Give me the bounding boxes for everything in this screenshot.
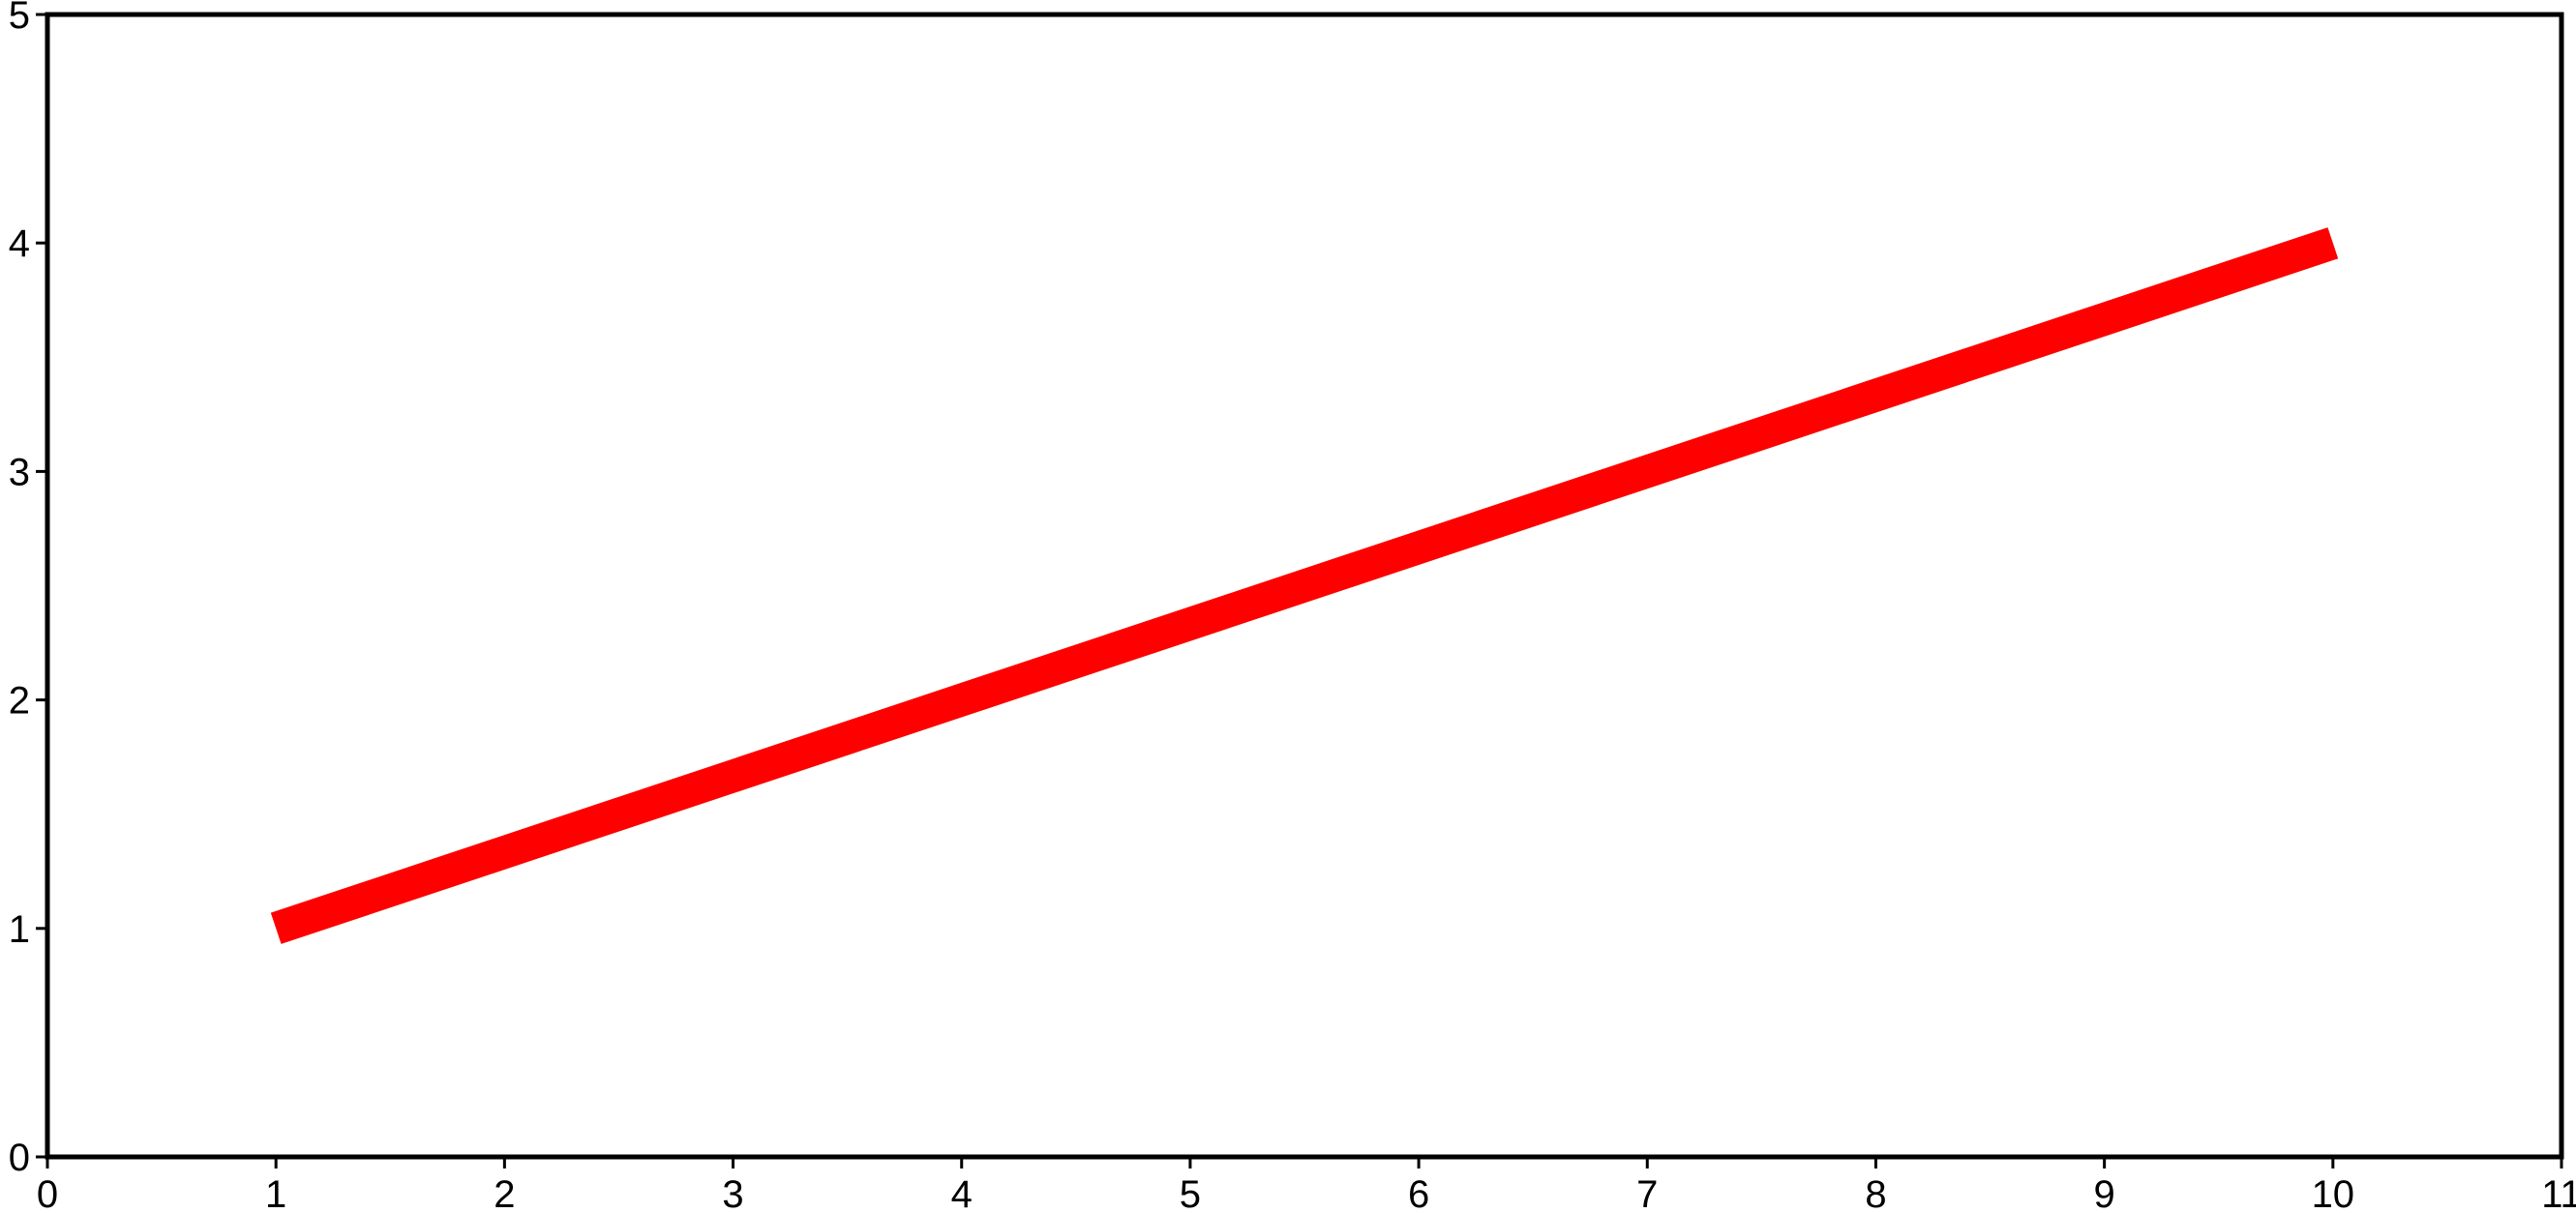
x-tick-label: 6: [1408, 1173, 1429, 1213]
x-tick-label: 1: [265, 1173, 286, 1213]
x-tick-label: 5: [1180, 1173, 1201, 1213]
series-layer: [270, 227, 2339, 944]
x-tick-label: 4: [951, 1173, 973, 1213]
y-tick-label: 2: [9, 680, 30, 723]
x-tick-label: 2: [494, 1173, 515, 1213]
y-tick-label: 3: [9, 451, 30, 493]
x-tick-label: 10: [2312, 1173, 2355, 1213]
plot-frame: [45, 12, 2564, 1160]
x-tick-label: 9: [2094, 1173, 2115, 1213]
y-axis: 0 1 2 3 4 5: [9, 0, 47, 1179]
x-tick-label: 7: [1636, 1173, 1658, 1213]
x-tick-label: 3: [722, 1173, 743, 1213]
y-tick-label: 0: [9, 1137, 30, 1179]
x-axis: 0 1 2 3 4 5 6 7 8 9 10 11: [37, 1157, 2576, 1213]
y-tick-label: 5: [9, 0, 30, 37]
y-tick-label: 4: [9, 222, 30, 265]
x-tick-label: 11: [2541, 1173, 2576, 1213]
x-tick-label: 8: [1865, 1173, 1886, 1213]
series-line: [270, 227, 2339, 944]
x-tick-label: 0: [37, 1173, 58, 1213]
y-tick-label: 1: [9, 908, 30, 951]
